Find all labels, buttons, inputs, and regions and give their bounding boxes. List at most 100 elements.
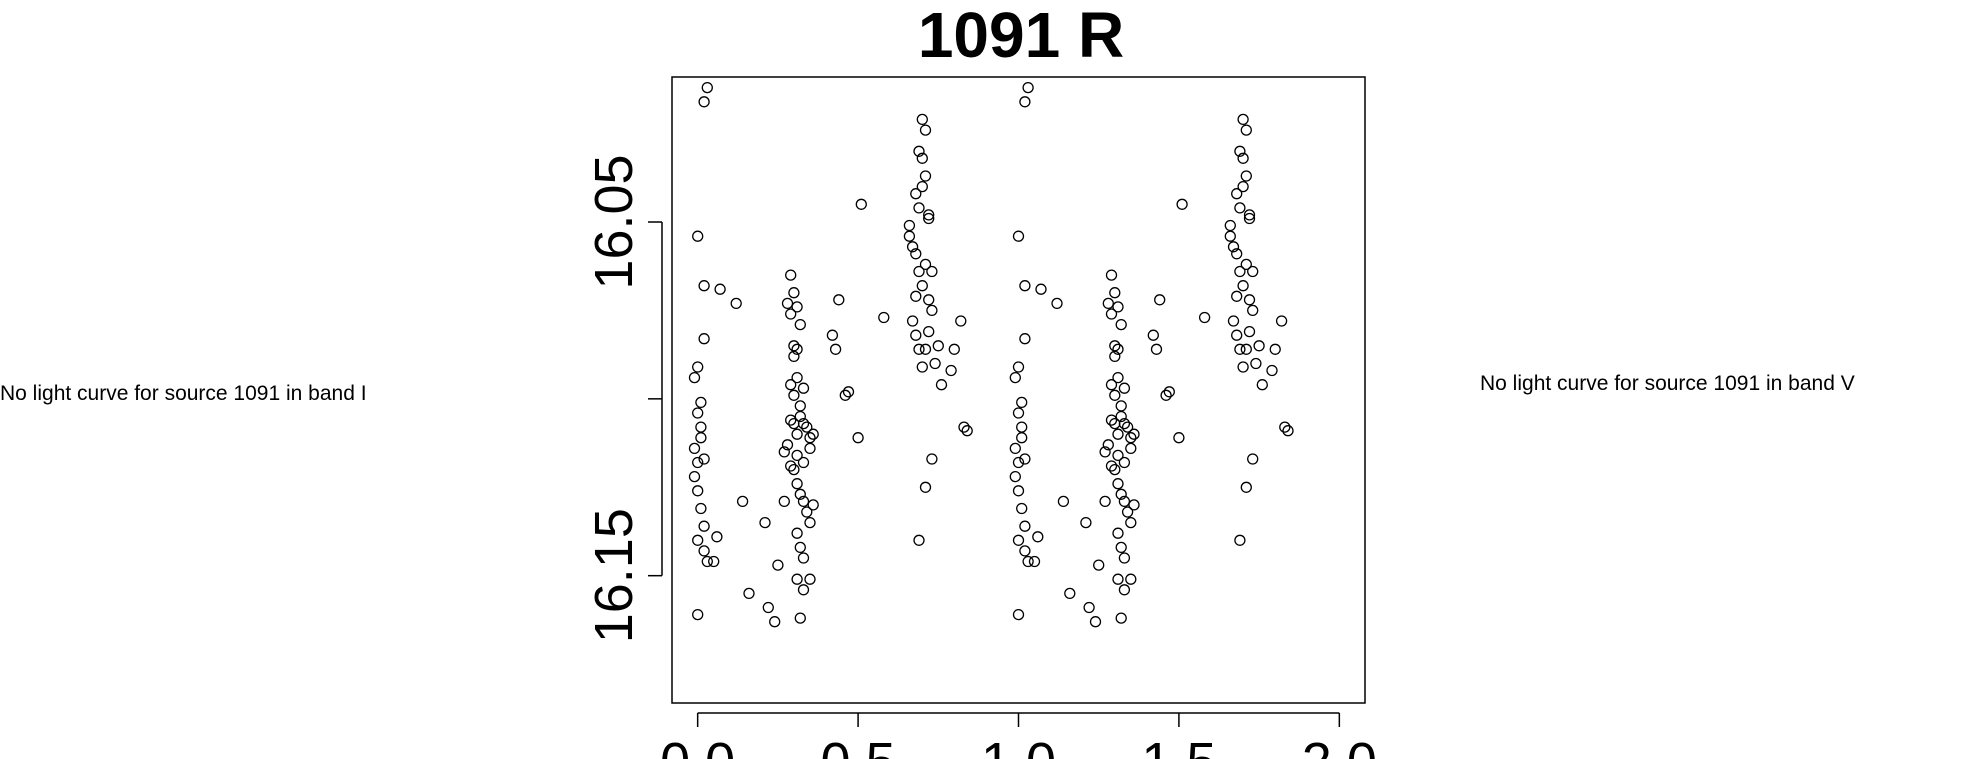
data-point [1279,421,1291,433]
data-point [1150,343,1163,355]
data-point [910,248,922,260]
data-point [797,382,810,394]
data-point [692,230,704,242]
data-point [1176,198,1188,210]
data-point [1231,290,1243,302]
data-point [906,315,919,327]
data-point [1121,421,1134,433]
data-point [1231,248,1243,260]
data-point [1115,400,1127,412]
data-point [1102,439,1114,451]
data-point [807,428,819,440]
data-point [791,371,803,384]
data-point [913,265,925,278]
data-point [913,343,925,355]
data-point [1275,315,1288,327]
data-point [1115,488,1127,500]
data-point [829,343,842,355]
data-point [1237,113,1249,126]
data-point [791,478,803,490]
data-point [1231,329,1243,341]
data-point [708,555,720,568]
data-point [1022,555,1034,568]
data-point [1118,584,1131,596]
data-point [1012,485,1025,497]
data-point [778,495,790,508]
data-point [1118,382,1131,394]
data-point [1269,343,1281,355]
data-point [698,280,710,292]
data-point [788,287,800,299]
data-point [1234,145,1246,157]
data-point [855,198,867,210]
data-point [913,202,925,214]
data-point [1253,340,1265,352]
data-point [1112,343,1124,355]
data-point [903,219,916,232]
data-point [1028,555,1041,568]
data-point [1012,361,1025,373]
x-axis: 0.0 0.5 1.0 1.5 2.0 [660,712,1377,759]
data-point [743,587,755,600]
data-point [1224,219,1236,232]
data-point [692,534,704,546]
data-point [692,361,704,373]
data-point [1125,573,1137,585]
data-point [1247,265,1259,278]
data-point [1118,495,1131,508]
data-point [1237,361,1249,373]
data-point [1240,258,1252,271]
data-point [1247,304,1259,317]
data-point [1016,421,1028,433]
data-point [1115,541,1127,554]
data-point [926,265,938,278]
data-point [1019,333,1031,345]
data-point [919,170,932,182]
data-point [1237,280,1249,292]
data-point [1240,481,1252,493]
data-point [923,325,935,338]
data-point [1105,379,1118,391]
data-point [1112,449,1124,462]
data-point [916,152,928,164]
data-point [1237,180,1249,193]
data-point [919,124,932,136]
data-point [736,495,749,508]
chart-title: 1091 R [918,0,1124,71]
data-point [1243,212,1256,225]
data-point [1012,407,1025,419]
data-point [842,386,855,398]
x-tick-label: 1.5 [1141,732,1216,759]
data-point [929,357,941,370]
data-point [1234,343,1246,355]
data-point [1109,389,1121,401]
data-point [1032,531,1044,543]
data-point [1154,294,1166,306]
data-point [797,495,810,508]
data-point [797,456,810,469]
data-point [1115,612,1127,624]
data-point [1012,608,1025,621]
data-point [916,113,928,126]
data-point [958,421,970,433]
data-point [1125,516,1137,529]
data-point [913,145,925,157]
data-point [1019,545,1031,557]
data-point [688,442,701,455]
note-band-v: No light curve for source 1091 in band V [1480,372,1855,395]
data-point [730,297,742,310]
x-tick-label: 1.0 [981,732,1056,759]
data-point [1009,470,1021,483]
data-point [788,340,800,352]
data-point [1250,357,1262,370]
data-point [791,527,803,539]
data-point [1083,601,1095,614]
data-point [1240,170,1252,182]
data-point [1163,386,1175,398]
data-point [923,209,935,221]
data-point [1064,587,1076,600]
data-point [698,96,710,108]
data-point [852,432,864,444]
data-point [785,460,797,472]
x-tick-label: 0.5 [821,732,896,759]
